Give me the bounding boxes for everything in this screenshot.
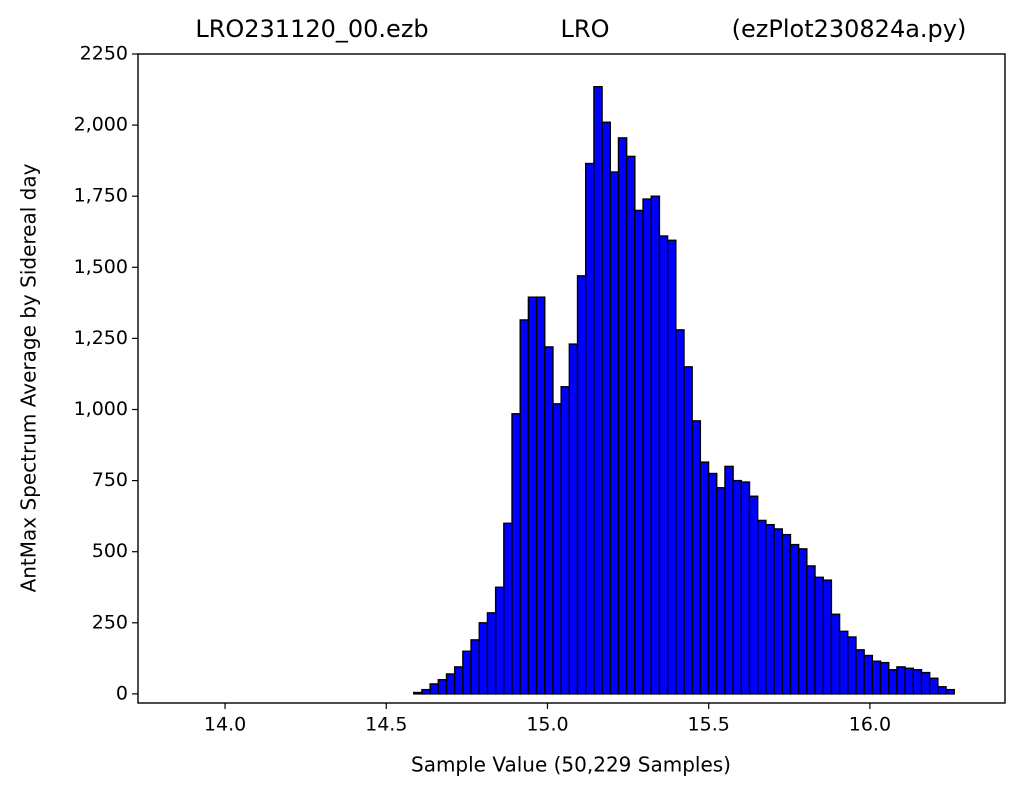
bar	[568, 343, 579, 695]
bar	[413, 691, 423, 695]
bar	[945, 688, 955, 695]
bar	[699, 461, 710, 695]
bar	[511, 413, 521, 695]
x-tick-label: 14.5	[365, 714, 407, 736]
x-tick-label: 15.0	[526, 714, 568, 736]
bar	[716, 487, 726, 695]
y-tick-label: 750	[92, 469, 128, 491]
bar	[871, 660, 882, 695]
bar	[830, 613, 841, 695]
chart-title-site: LRO	[561, 15, 610, 43]
bar	[625, 155, 636, 695]
bar	[896, 666, 906, 695]
bar	[757, 519, 767, 695]
bar	[593, 86, 603, 695]
y-tick-label: 250	[92, 611, 128, 633]
bar	[904, 667, 915, 695]
bar	[421, 688, 431, 695]
bar	[535, 296, 546, 695]
bar	[814, 576, 824, 695]
bar	[937, 686, 947, 695]
bar	[928, 677, 939, 695]
bar	[748, 495, 759, 695]
bar	[453, 666, 464, 695]
y-tick-label: 2,000	[74, 114, 128, 136]
y-tick-label: 1,250	[74, 327, 128, 349]
bar	[707, 472, 718, 695]
bar	[912, 669, 923, 695]
bar	[519, 319, 530, 695]
bar	[724, 465, 734, 695]
bar	[732, 479, 743, 695]
bar	[675, 329, 685, 695]
bar	[691, 420, 702, 695]
y-tick-label: 1,750	[74, 185, 128, 207]
bar	[683, 366, 693, 695]
y-tick-label: 1,500	[74, 256, 128, 278]
bar	[527, 296, 538, 695]
bar	[617, 137, 628, 695]
bar	[560, 386, 571, 695]
bar	[544, 346, 554, 695]
bar	[462, 650, 472, 695]
bar	[445, 673, 456, 695]
y-tick-label: 1,000	[74, 398, 128, 420]
bar	[789, 543, 800, 695]
bar	[576, 275, 587, 695]
bar	[888, 669, 898, 695]
chart-title-script: (ezPlot230824a.py)	[732, 15, 967, 43]
bar	[879, 661, 890, 695]
bar	[773, 528, 783, 695]
bar	[650, 195, 661, 695]
bar	[609, 171, 620, 695]
x-axis-label: Sample Value (50,229 Samples)	[411, 753, 731, 777]
y-axis-label: AntMax Spectrum Average by Sidereal day	[17, 163, 41, 592]
bar	[494, 586, 505, 695]
x-tick-label: 15.5	[688, 714, 730, 736]
bar	[552, 403, 562, 695]
bar	[822, 579, 833, 695]
bar	[855, 649, 865, 695]
y-tick-label: 500	[92, 540, 128, 562]
bar	[740, 481, 751, 695]
bar	[470, 639, 480, 695]
x-tick-label: 16.0	[849, 714, 891, 736]
bar	[486, 612, 497, 695]
bar	[437, 678, 448, 695]
plot-frame	[137, 53, 1006, 704]
chart-title-file: LRO231120_00.ezb	[195, 15, 428, 43]
bar	[797, 548, 808, 695]
bar	[666, 239, 677, 695]
bar	[920, 671, 931, 695]
bar	[503, 522, 513, 695]
bar	[863, 654, 874, 695]
bar	[429, 683, 440, 695]
bar	[585, 162, 595, 695]
y-tick-label: 2250	[80, 43, 128, 65]
bar	[478, 622, 489, 695]
bar	[806, 565, 816, 695]
bar	[781, 533, 792, 695]
bar	[765, 523, 775, 695]
bar	[847, 636, 857, 695]
x-tick-label: 14.0	[204, 714, 246, 736]
bar	[838, 630, 849, 695]
bar	[634, 209, 644, 695]
bar	[601, 121, 611, 695]
y-tick-label: 0	[116, 682, 128, 704]
bar	[658, 235, 669, 695]
bar	[642, 198, 652, 695]
